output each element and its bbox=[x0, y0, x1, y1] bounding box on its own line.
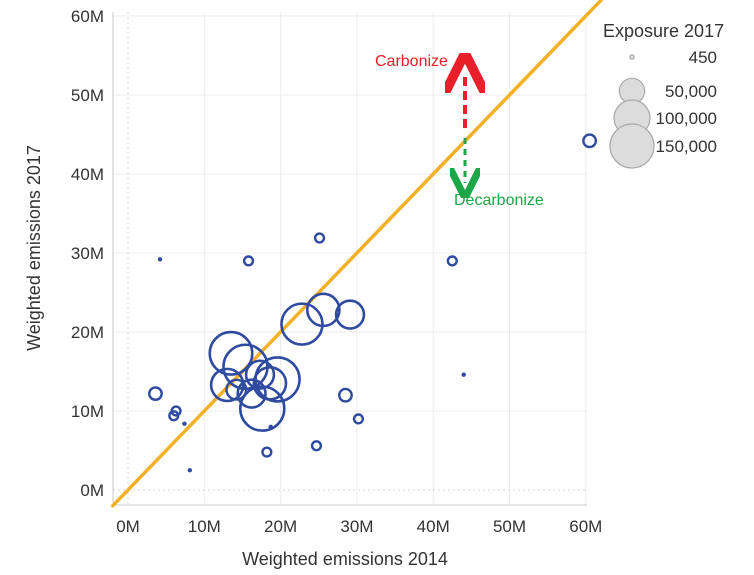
grid-lines bbox=[113, 12, 587, 505]
y-tick-label: 40M bbox=[71, 165, 104, 184]
data-point bbox=[582, 133, 598, 149]
y-tick-label: 60M bbox=[71, 7, 104, 26]
tick-labels: 0M 10M 20M 30M 40M 50M 60M 0M 10M 20M 30M 40M 50M 60M bbox=[71, 7, 602, 536]
y-tick-label: 10M bbox=[71, 402, 104, 421]
data-point bbox=[252, 365, 288, 401]
data-point bbox=[334, 299, 366, 330]
data-point bbox=[209, 367, 245, 403]
data-point bbox=[225, 378, 248, 401]
reference-line-group bbox=[110, 0, 603, 508]
x-tick-label: 0M bbox=[116, 517, 140, 536]
data-point bbox=[208, 330, 254, 376]
x-tick-label: 50M bbox=[493, 517, 526, 536]
legend-size-label: 100,000 bbox=[656, 109, 717, 128]
legend-size-marker bbox=[609, 123, 655, 169]
data-point bbox=[168, 410, 180, 422]
x-tick-label: 60M bbox=[569, 517, 602, 536]
data-point bbox=[238, 385, 286, 432]
data-point bbox=[310, 440, 323, 452]
data-point bbox=[268, 424, 273, 429]
data-point bbox=[242, 255, 255, 267]
data-point bbox=[352, 413, 365, 425]
legend-size-label: 50,000 bbox=[665, 82, 717, 101]
data-point bbox=[148, 386, 163, 402]
axes bbox=[112, 12, 587, 506]
data-point bbox=[187, 468, 193, 473]
data-point bbox=[280, 302, 324, 346]
y-tick-label: 20M bbox=[71, 323, 104, 342]
legend-size-marker bbox=[629, 54, 635, 60]
legend-size-label: 150,000 bbox=[656, 137, 717, 156]
data-point bbox=[236, 378, 267, 409]
x-axis-label: Weighted emissions 2014 bbox=[242, 549, 448, 569]
data-point bbox=[461, 372, 466, 377]
legend-title: Exposure 2017 bbox=[603, 21, 724, 41]
x-tick-label: 40M bbox=[417, 517, 450, 536]
annotations: Carbonize Decarbonize bbox=[375, 53, 544, 209]
y-tick-label: 50M bbox=[71, 86, 104, 105]
data-point bbox=[244, 359, 276, 390]
y-axis-label: Weighted emissions 2017 bbox=[24, 145, 44, 351]
x-tick-label: 20M bbox=[264, 517, 297, 536]
data-point bbox=[157, 257, 163, 262]
y-tick-label: 0M bbox=[80, 481, 104, 500]
data-point bbox=[305, 292, 341, 328]
data-point bbox=[338, 387, 353, 403]
legend-size-label: 450 bbox=[689, 48, 717, 67]
x-tick-label: 10M bbox=[188, 517, 221, 536]
data-point bbox=[261, 446, 273, 458]
decarbonize-label: Decarbonize bbox=[454, 192, 544, 209]
carbonize-label: Carbonize bbox=[375, 53, 448, 70]
data-points bbox=[148, 133, 598, 473]
y-tick-label: 30M bbox=[71, 244, 104, 263]
x-tick-label: 30M bbox=[340, 517, 373, 536]
data-point bbox=[313, 232, 326, 244]
data-point bbox=[446, 255, 458, 267]
reference-line bbox=[110, 0, 603, 508]
data-point bbox=[182, 421, 187, 426]
size-legend: Exposure 2017 450 50,000 100,000 150,000 bbox=[603, 21, 724, 169]
